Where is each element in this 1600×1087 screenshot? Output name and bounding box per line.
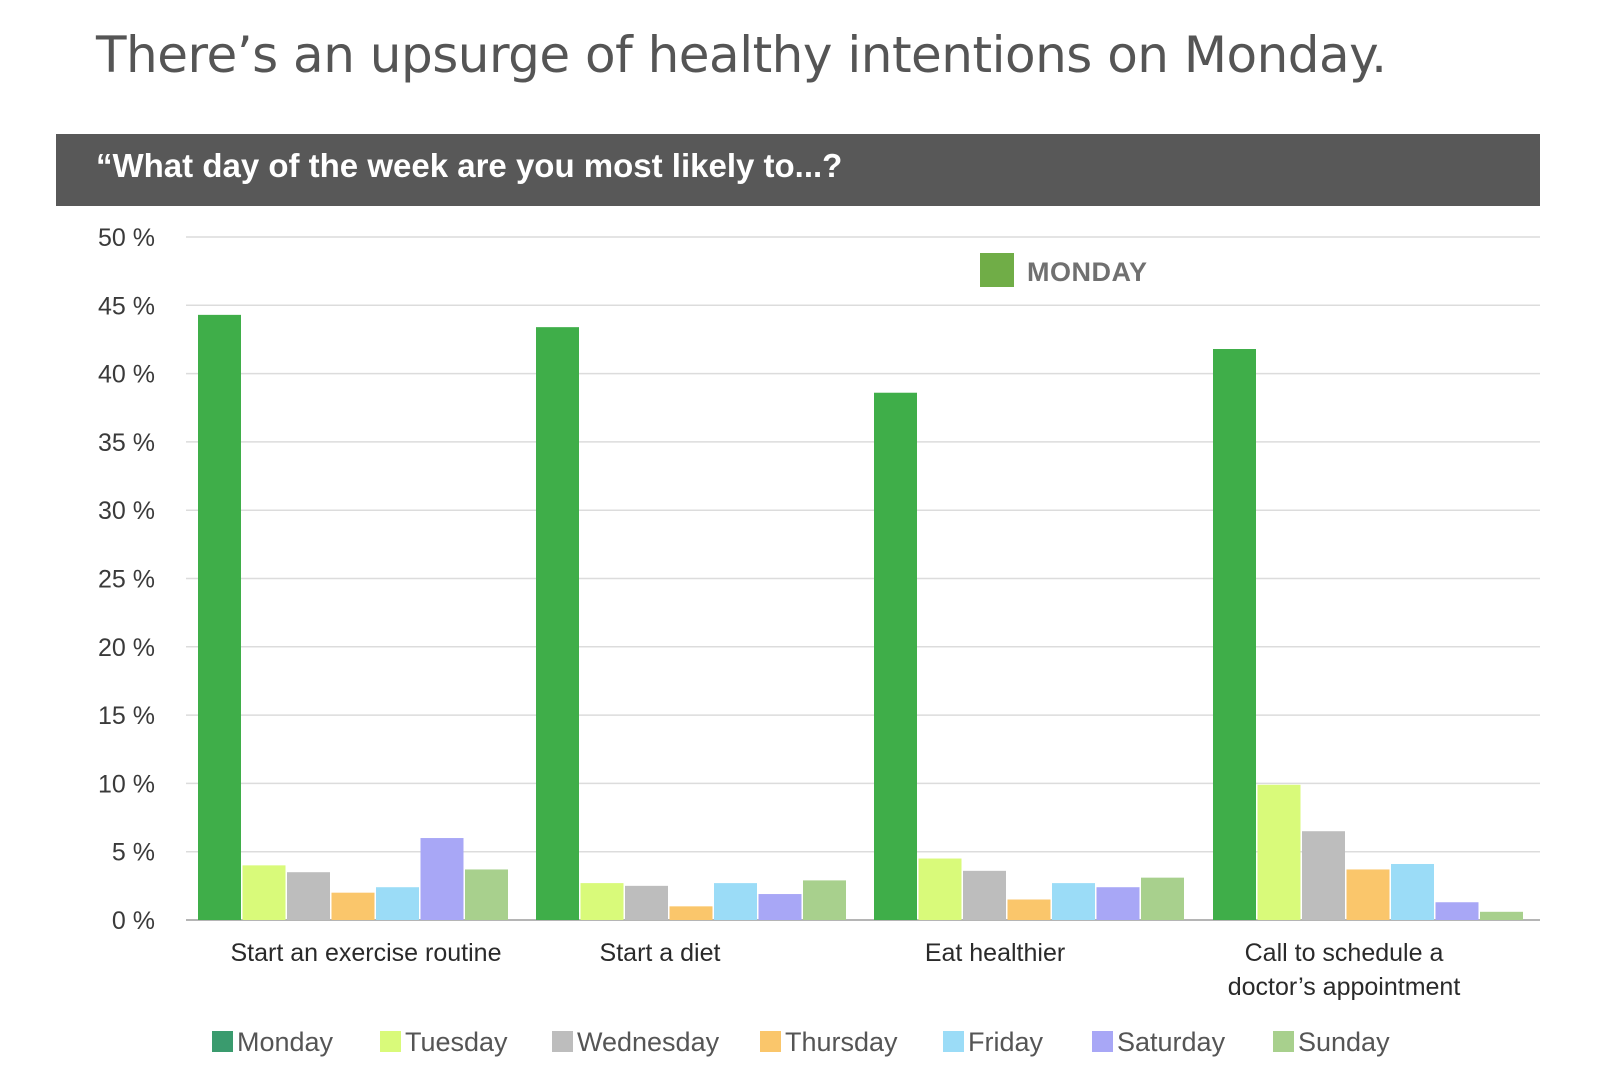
legend-swatch-sunday [1273, 1031, 1294, 1052]
y-tick-label: 15 % [98, 702, 155, 730]
bar-thursday-4 [1346, 869, 1390, 920]
bar-wednesday-3 [963, 870, 1006, 920]
legend-swatch-saturday [1092, 1031, 1113, 1052]
legend-label-wednesday: Wednesday [577, 1027, 720, 1057]
bar-saturday-3 [1096, 887, 1140, 920]
bar-sunday-3 [1141, 877, 1184, 920]
legend-label-friday: Friday [968, 1027, 1044, 1057]
question-text: “What day of the week are you most likel… [96, 147, 843, 184]
bar-tuesday-4 [1257, 784, 1301, 920]
gridlines [186, 236, 1540, 921]
bar-thursday-2 [669, 906, 713, 920]
y-tick-label: 20 % [98, 634, 155, 662]
bar-sunday-1 [465, 869, 508, 920]
monday-callout-label: MONDAY [1027, 257, 1148, 287]
bar-saturday-1 [420, 838, 464, 920]
y-tick-label: 50 % [98, 224, 155, 252]
bar-saturday-2 [758, 894, 802, 920]
y-tick-label: 0 % [112, 907, 155, 935]
category-label: Call to schedule a [1245, 939, 1444, 967]
category-label: Start a diet [600, 939, 721, 967]
legend-swatch-monday [212, 1031, 233, 1052]
legend-swatch-wednesday [552, 1031, 573, 1052]
bars [198, 314, 1523, 921]
monday-callout: MONDAY [980, 253, 1148, 287]
page-title: There’s an upsurge of healthy intentions… [96, 26, 1387, 84]
bar-wednesday-2 [625, 885, 668, 920]
bar-friday-3 [1052, 883, 1095, 920]
bar-saturday-4 [1435, 902, 1479, 920]
bar-wednesday-1 [287, 872, 330, 920]
bar-tuesday-1 [242, 865, 286, 920]
category-label: Eat healthier [925, 939, 1065, 967]
legend-label-saturday: Saturday [1117, 1027, 1226, 1057]
legend-label-tuesday: Tuesday [405, 1027, 508, 1057]
legend-swatch-tuesday [380, 1031, 401, 1052]
bar-monday-3 [874, 392, 917, 920]
bar-thursday-1 [331, 892, 375, 920]
y-tick-label: 45 % [98, 292, 155, 320]
bar-tuesday-3 [918, 858, 962, 920]
category-label: Start an exercise routine [231, 939, 502, 967]
bar-friday-4 [1391, 863, 1434, 920]
x-axis-categories: Start an exercise routine Start a diet Eat… [231, 939, 1461, 1001]
y-tick-label: 25 % [98, 566, 155, 594]
bar-sunday-2 [803, 880, 846, 920]
y-tick-label: 40 % [98, 361, 155, 389]
y-tick-label: 10 % [98, 770, 155, 798]
question-banner: “What day of the week are you most likel… [56, 134, 1540, 206]
bar-monday-1 [198, 314, 241, 920]
monday-callout-swatch [980, 253, 1014, 287]
legend: Monday Tuesday Wednesday Thursday Friday Satu… [212, 1027, 1390, 1057]
legend-swatch-friday [943, 1031, 964, 1052]
bar-sunday-4 [1480, 911, 1523, 920]
bar-tuesday-2 [580, 883, 624, 920]
bar-friday-2 [714, 883, 757, 920]
category-label: doctor’s appointment [1228, 973, 1461, 1001]
bar-monday-4 [1213, 349, 1256, 921]
bar-monday-2 [536, 327, 579, 920]
y-axis-ticks: 0 % 5 % 10 % 15 % 20 % 25 % 30 % 35 % 40 % 45 % 50… [98, 224, 155, 935]
legend-label-sunday: Sunday [1298, 1027, 1390, 1057]
bar-friday-1 [376, 887, 419, 920]
y-tick-label: 35 % [98, 429, 155, 457]
y-tick-label: 5 % [112, 839, 155, 867]
bar-wednesday-4 [1302, 831, 1345, 920]
y-tick-label: 30 % [98, 497, 155, 525]
legend-label-thursday: Thursday [785, 1027, 898, 1057]
legend-swatch-thursday [760, 1031, 781, 1052]
legend-label-monday: Monday [237, 1027, 334, 1057]
bar-thursday-3 [1007, 899, 1051, 920]
